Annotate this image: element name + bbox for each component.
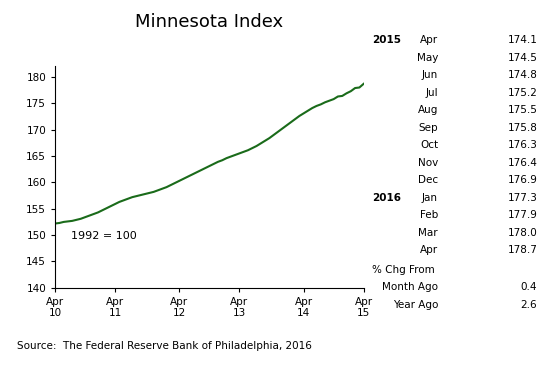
- Text: Year Ago: Year Ago: [393, 300, 438, 310]
- Text: 0.4: 0.4: [521, 282, 537, 292]
- Text: 174.8: 174.8: [507, 70, 537, 80]
- Text: Jan: Jan: [422, 193, 438, 203]
- Text: Source:  The Federal Reserve Bank of Philadelphia, 2016: Source: The Federal Reserve Bank of Phil…: [17, 341, 311, 351]
- Text: 177.3: 177.3: [507, 193, 537, 203]
- Text: Month Ago: Month Ago: [382, 282, 438, 292]
- Text: 2015: 2015: [372, 35, 401, 45]
- Text: Sep: Sep: [418, 123, 438, 133]
- Text: Feb: Feb: [420, 210, 438, 220]
- Text: Aug: Aug: [418, 105, 438, 115]
- Text: 176.3: 176.3: [507, 140, 537, 150]
- Text: 2016: 2016: [372, 193, 401, 203]
- Text: Apr: Apr: [420, 35, 438, 45]
- Text: 178.7: 178.7: [507, 245, 537, 255]
- Text: 174.5: 174.5: [507, 52, 537, 63]
- Text: Jul: Jul: [425, 87, 438, 98]
- Text: 1992 = 100: 1992 = 100: [71, 231, 136, 241]
- Text: Mar: Mar: [418, 228, 438, 238]
- Text: Jun: Jun: [422, 70, 438, 80]
- Text: % Chg From: % Chg From: [372, 265, 435, 275]
- Text: 178.0: 178.0: [507, 228, 537, 238]
- Text: May: May: [417, 52, 438, 63]
- Text: Minnesota Index: Minnesota Index: [136, 13, 283, 31]
- Text: Apr: Apr: [420, 245, 438, 255]
- Text: 175.2: 175.2: [507, 87, 537, 98]
- Text: Nov: Nov: [418, 158, 438, 168]
- Text: 2.6: 2.6: [521, 300, 537, 310]
- Text: 175.5: 175.5: [507, 105, 537, 115]
- Text: 174.1: 174.1: [507, 35, 537, 45]
- Text: 175.8: 175.8: [507, 123, 537, 133]
- Text: Oct: Oct: [420, 140, 438, 150]
- Text: 176.9: 176.9: [507, 175, 537, 185]
- Text: Dec: Dec: [418, 175, 438, 185]
- Text: 176.4: 176.4: [507, 158, 537, 168]
- Text: 177.9: 177.9: [507, 210, 537, 220]
